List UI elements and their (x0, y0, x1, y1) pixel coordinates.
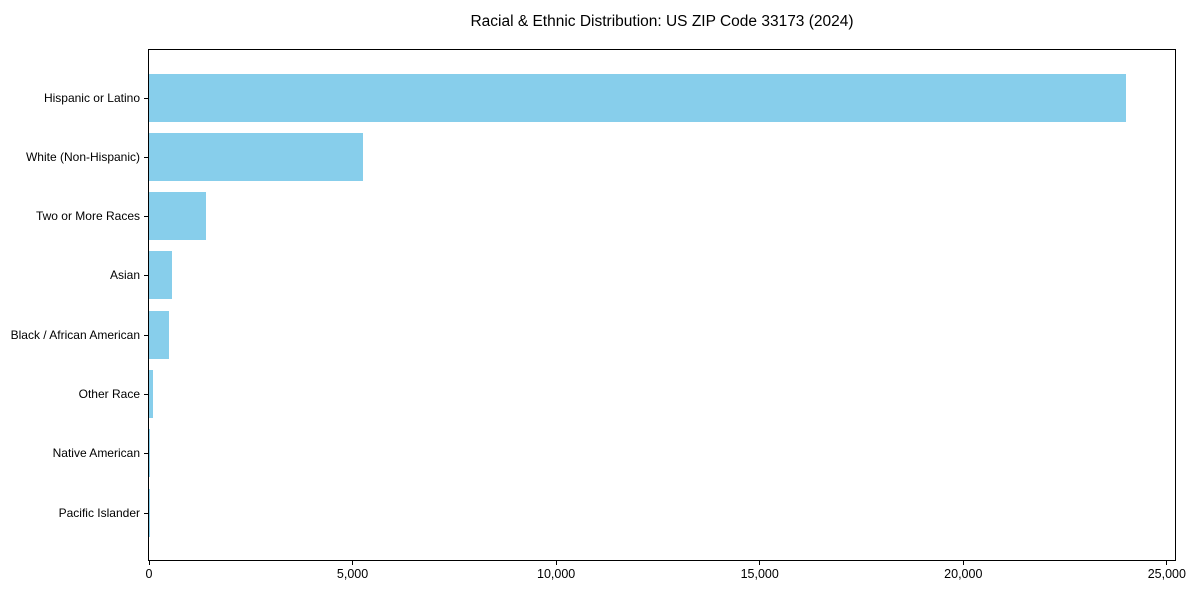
x-tick-label: 20,000 (944, 567, 983, 581)
bar (149, 429, 151, 478)
bar (149, 192, 206, 241)
y-axis-label: Hispanic or Latino (43, 90, 140, 105)
x-tick-label: 25,000 (1147, 567, 1186, 581)
x-tick (759, 560, 761, 565)
y-axis-label: Other Race (78, 386, 140, 401)
y-axis-label: Black / African American (10, 327, 140, 342)
x-tick-label: 0 (145, 567, 153, 581)
y-tick (144, 97, 148, 99)
y-axis-label: Pacific Islander (58, 505, 140, 520)
x-tick-label: 15,000 (740, 567, 779, 581)
x-tick-label: 10,000 (537, 567, 576, 581)
x-tick (555, 560, 557, 565)
bar (149, 132, 363, 181)
y-axis-label: White (Non-Hispanic) (25, 149, 140, 164)
y-tick (144, 216, 148, 218)
y-axis-label: Two or More Races (35, 209, 140, 224)
bar (149, 369, 154, 418)
y-axis-label: Asian (109, 268, 140, 283)
x-tick (962, 560, 964, 565)
x-tick (352, 560, 354, 565)
x-tick (1166, 560, 1168, 565)
y-tick (144, 393, 148, 395)
x-tick-label: 5,000 (336, 567, 369, 581)
plot-area (148, 49, 1176, 561)
y-tick (144, 453, 148, 455)
y-tick (144, 334, 148, 336)
y-tick (144, 156, 148, 158)
bar (149, 310, 169, 359)
chart-title: Racial & Ethnic Distribution: US ZIP Cod… (470, 13, 854, 30)
y-tick (144, 275, 148, 277)
x-tick (148, 560, 150, 565)
y-tick (144, 512, 148, 514)
bar (149, 73, 1127, 122)
bar (149, 251, 172, 300)
y-axis-label: Native American (52, 446, 140, 461)
